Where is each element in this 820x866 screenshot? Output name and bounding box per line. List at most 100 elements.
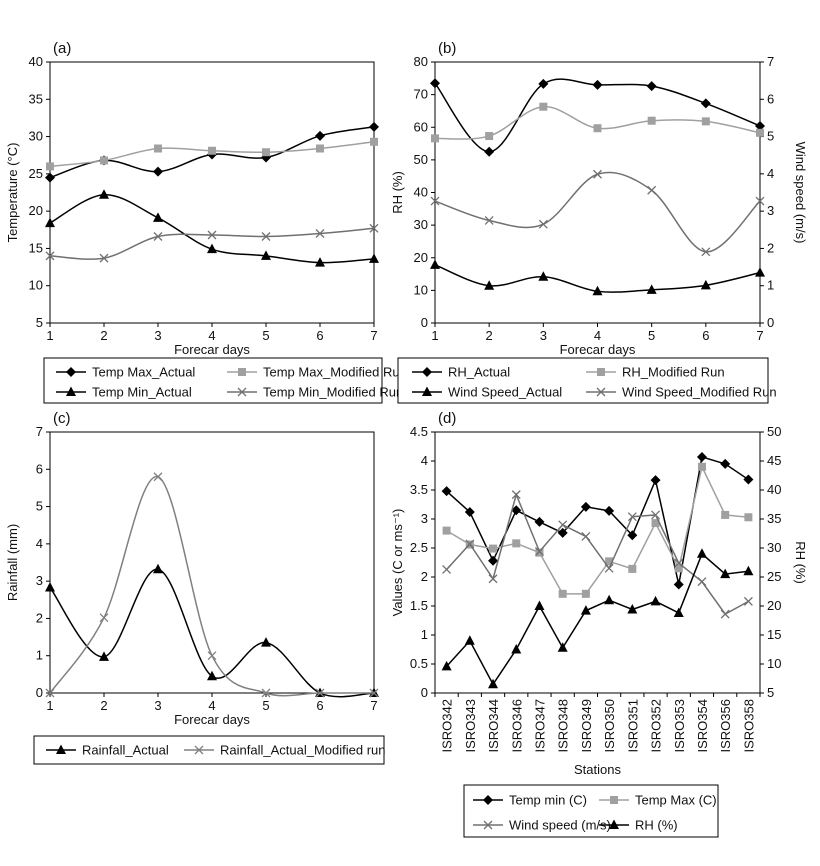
data-point (207, 230, 217, 240)
chart-panel-1: 5 10 15 20 25 30 35 40 1 2 3 4 5 6 7 (a) Forecar days Tem… (5, 40, 407, 404)
data-point (208, 146, 216, 155)
legend-label: Rainfall_Actual (82, 743, 169, 758)
data-point (315, 257, 325, 267)
x-tick-label: 7 (756, 328, 763, 343)
data-point (261, 232, 271, 241)
panel-label: (d) (438, 410, 456, 427)
data-point (539, 102, 548, 111)
y2-tick-label: 35 (767, 511, 781, 526)
data-point (430, 78, 440, 89)
y2-tick-label: 10 (767, 656, 781, 671)
data-point (261, 250, 271, 260)
x-tick-label: 1 (46, 328, 53, 343)
data-point (207, 670, 217, 681)
y2-tick-label: 20 (767, 598, 781, 613)
y-tick-label: 4.5 (410, 424, 428, 439)
data-point (627, 512, 637, 522)
data-point (593, 124, 602, 133)
data-point (431, 134, 439, 143)
x-tick-label: ISRO344 (486, 699, 501, 752)
y2-tick-label: 6 (767, 91, 774, 106)
x-tick-label: 1 (46, 698, 53, 713)
y-tick-label: 3 (421, 511, 428, 526)
data-point (153, 232, 163, 241)
y-tick-label: 60 (414, 119, 428, 134)
y-axis-title: Values (C or ms⁻¹) (390, 509, 405, 617)
legend-label: Temp Max (C) (635, 793, 717, 808)
data-point (756, 128, 764, 137)
data-point (744, 513, 753, 522)
x-tick-label: ISRO350 (602, 699, 617, 752)
data-point (646, 284, 657, 294)
legend-marker (56, 744, 66, 754)
data-point (207, 651, 217, 661)
x-tick-label: ISRO342 (440, 699, 455, 752)
x-tick-label: ISRO351 (625, 699, 640, 752)
x-tick-label: 4 (594, 328, 601, 343)
y-tick-label: 0 (36, 685, 43, 700)
legend-marker (609, 819, 619, 829)
data-point (45, 217, 55, 228)
data-point (369, 253, 379, 263)
data-point (580, 501, 591, 512)
data-point (441, 660, 452, 671)
data-point (592, 285, 603, 296)
y-axis-title: Rainfall (mm) (5, 524, 20, 601)
data-point (538, 219, 548, 229)
x-tick-label: ISRO356 (718, 699, 733, 752)
legend-marker (238, 368, 246, 376)
y2-tick-label: 2 (767, 240, 774, 255)
y-tick-label: 40 (29, 54, 43, 69)
data-point (534, 516, 545, 527)
legend-label: Temp Min_Actual (92, 385, 192, 400)
x-tick-label: ISRO346 (509, 699, 524, 752)
x-tick-label: 2 (100, 698, 107, 713)
legend-label: RH_Actual (448, 365, 510, 380)
data-point (315, 130, 325, 141)
y-tick-label: 3 (36, 573, 43, 588)
data-point (488, 555, 499, 566)
data-point (700, 279, 711, 290)
chart-panel-4: 0 0.5 1 1.5 2 2.5 3 3.5 4 4.5 5 10 15 20 25 30 35 40 45 50 I… (390, 410, 808, 838)
y-tick-label: 15 (29, 240, 43, 255)
data-point (99, 189, 109, 199)
y2-tick-label: 50 (767, 424, 781, 439)
data-point (465, 539, 475, 549)
data-point (720, 609, 730, 619)
data-point (646, 81, 657, 92)
data-point (511, 490, 521, 500)
y-tick-label: 0.5 (410, 656, 428, 671)
legend-marker (237, 387, 247, 397)
x-tick-label: ISRO349 (579, 699, 594, 752)
legend-marker (483, 795, 493, 805)
data-point (262, 148, 270, 157)
y2-tick-label: 4 (767, 166, 774, 181)
data-point (153, 472, 163, 482)
x-tick-label: ISRO347 (532, 699, 547, 752)
y2-tick-label: 15 (767, 627, 781, 642)
legend-label: Wind Speed_Actual (448, 385, 562, 400)
x-tick-label: 6 (316, 698, 323, 713)
legend-label: Wind Speed_Modified Run (622, 385, 777, 400)
plot-frame (49, 431, 375, 694)
x-tick-label: ISRO352 (649, 699, 664, 752)
y-tick-label: 4 (36, 536, 43, 551)
x-axis-title: Forecar days (560, 342, 636, 357)
plot-frame (49, 61, 375, 324)
panel-label: (a) (53, 40, 71, 57)
data-point (581, 589, 590, 598)
legend-label: Temp Min_Modified Run (263, 385, 403, 400)
data-point (315, 688, 325, 698)
data-point (430, 259, 440, 269)
data-point (627, 603, 638, 614)
y2-tick-label: 5 (767, 685, 774, 700)
data-point (743, 596, 753, 606)
data-point (743, 474, 754, 485)
y2-tick-label: 7 (767, 54, 774, 69)
legend-label: RH_Modified Run (622, 365, 725, 380)
series-line (434, 105, 761, 140)
y-tick-label: 0 (421, 315, 428, 330)
